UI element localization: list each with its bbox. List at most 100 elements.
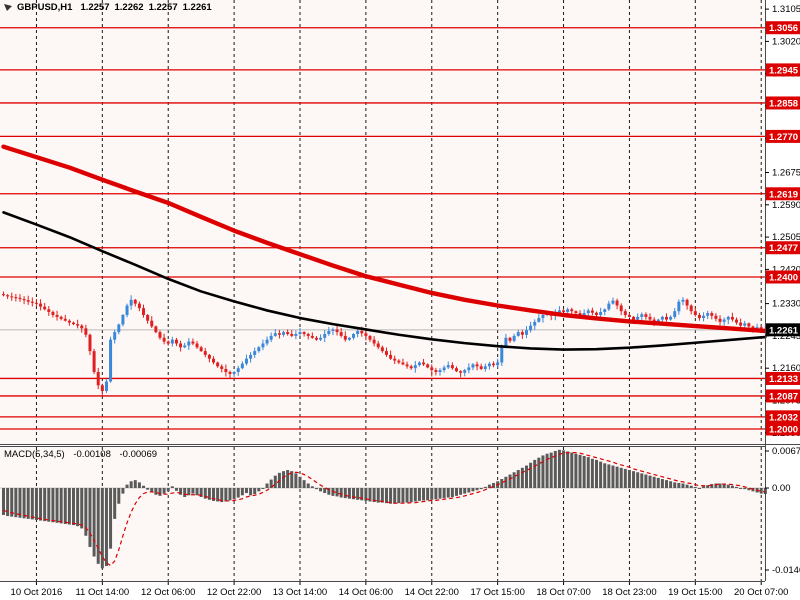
macd-bar <box>553 450 557 488</box>
price-pane[interactable] <box>0 0 765 444</box>
macd-bar <box>434 488 438 500</box>
candle-body <box>253 351 257 355</box>
candle-body <box>582 313 586 316</box>
candle-body <box>660 316 664 320</box>
price-label-text: 1.2400 <box>769 273 798 284</box>
macd-bar <box>508 474 512 488</box>
candle-body <box>479 366 483 369</box>
macd-bar <box>109 488 113 549</box>
candle-body <box>244 358 248 364</box>
candle-body <box>335 329 339 333</box>
macd-bar <box>487 484 491 488</box>
candle-body <box>677 301 681 312</box>
time-axis-label: 19 Oct 15:00 <box>668 587 722 598</box>
candle-body <box>162 337 166 342</box>
candle-body <box>294 334 298 336</box>
macd-bar <box>590 458 594 488</box>
macd-bar <box>30 488 34 520</box>
macd-bar <box>199 488 203 497</box>
macd-bar <box>652 476 656 488</box>
macd-bar <box>426 488 430 501</box>
candle-body <box>681 299 685 302</box>
candle-body <box>669 316 673 320</box>
candle-body <box>104 381 108 391</box>
candle-body <box>249 354 253 359</box>
candle-body <box>730 316 734 320</box>
macd-bar <box>100 488 104 569</box>
macd-indicator-label: MACD(5,34,5) -0.00108 -0.00069 <box>4 449 163 460</box>
macd-bar <box>104 488 108 567</box>
candle-body <box>113 332 117 340</box>
price-tick-label: 1.2505 <box>772 232 800 243</box>
macd-bar <box>191 488 195 494</box>
candle-body <box>413 365 417 369</box>
macd-bar <box>170 486 174 488</box>
time-axis-label: 10 Oct 2016 <box>11 587 63 598</box>
price-label-text: 1.2032 <box>769 412 798 423</box>
candle-body <box>352 334 356 338</box>
macd-bar <box>67 488 71 525</box>
quote-low: 1.2257 <box>148 2 178 13</box>
price-label-box <box>766 96 800 110</box>
price-label-text: 1.2945 <box>769 65 799 76</box>
macd-bar <box>537 457 541 488</box>
candle-body <box>59 316 63 319</box>
macd-bar <box>524 465 528 488</box>
macd-bar <box>166 488 170 492</box>
candle-body <box>47 309 51 312</box>
price-label-text: 1.2477 <box>769 243 798 254</box>
symbol-marker-icon <box>4 4 12 11</box>
price-label-box <box>766 371 800 385</box>
ma-fast-line <box>2 211 767 351</box>
macd-bar <box>257 488 261 492</box>
macd-bar <box>14 488 18 518</box>
time-axis: 10 Oct 2016 11 Oct 14:00 12 Oct 06:00 12 Oc… <box>11 587 789 598</box>
price-tick-label: 1.2420 <box>772 264 800 275</box>
candle-body <box>30 301 34 303</box>
candle-body <box>467 367 471 371</box>
macd-bar <box>405 488 409 503</box>
macd-bar <box>117 488 121 504</box>
macd-bar <box>656 477 660 488</box>
candle-body <box>442 367 446 371</box>
quote-high: 1.2262 <box>114 2 144 13</box>
macd-bar <box>611 465 615 488</box>
candle-body <box>360 330 364 334</box>
price-tick-label: 1.3105 <box>772 4 800 15</box>
candle-body <box>722 319 726 322</box>
macd-bar <box>660 479 664 488</box>
macd-bar <box>492 482 496 488</box>
macd-bar <box>244 488 248 494</box>
price-label-box <box>766 410 800 424</box>
macd-bar <box>22 488 26 519</box>
candle-body <box>594 312 598 315</box>
macd-bar <box>137 482 141 488</box>
candle-body <box>434 370 438 372</box>
candle-body <box>615 300 619 306</box>
candle-body <box>759 327 763 330</box>
candle-body <box>747 323 751 327</box>
macd-bar <box>96 488 100 564</box>
macd-bar <box>63 488 67 524</box>
candle-body <box>51 311 55 315</box>
macd-bar <box>290 471 294 488</box>
chart-header: GBPUSD,H1 1.2257 1.2262 1.2257 1.2261 <box>4 2 217 13</box>
macd-bar <box>389 488 393 504</box>
time-axis-label: 12 Oct 06:00 <box>141 587 195 598</box>
candle-body <box>220 366 224 369</box>
candle-body <box>55 315 59 317</box>
candle-body <box>450 365 454 369</box>
macd-bar <box>512 472 516 488</box>
price-label-box <box>766 63 800 77</box>
macd-pane[interactable] <box>0 447 765 581</box>
macd-bar <box>471 488 475 492</box>
candle-body <box>393 358 397 361</box>
macd-bar <box>615 466 619 488</box>
macd-bar <box>203 488 207 499</box>
candle-body <box>158 332 162 338</box>
macd-bar <box>142 485 146 488</box>
macd-bar <box>10 488 14 517</box>
price-tick-label: 1.2330 <box>772 299 800 310</box>
macd-bar <box>459 488 463 495</box>
candle-body <box>137 303 141 309</box>
